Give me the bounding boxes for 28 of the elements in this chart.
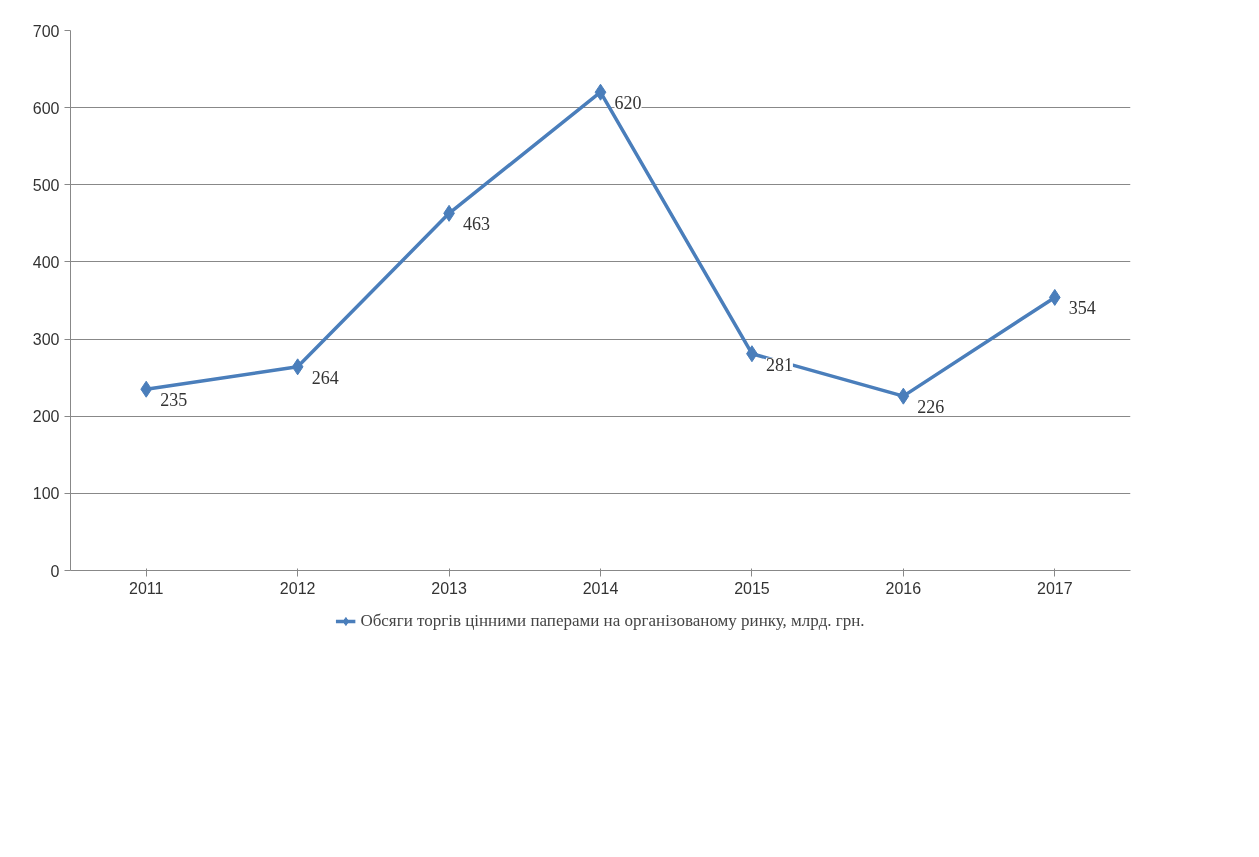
point — [1048, 288, 1061, 306]
x-tick-label: 2011 — [129, 579, 164, 597]
y-tick-label: 100 — [32, 485, 60, 503]
legend-label: Обсяги торгів цінними паперами на організованому ринку, млрд. грн. — [360, 611, 865, 631]
point — [594, 83, 607, 101]
x-tick-label: 2016 — [885, 579, 922, 597]
x-tick-label: 2014 — [582, 579, 619, 597]
point — [140, 380, 153, 398]
point — [291, 358, 304, 376]
data-label: 281 — [765, 354, 793, 375]
y-tick-label: 200 — [32, 408, 60, 426]
y-tick-label: 300 — [32, 331, 60, 349]
y-tick-label: 0 — [50, 562, 60, 580]
x-tick-label: 2015 — [734, 579, 770, 597]
y-tick-label: 700 — [32, 22, 60, 40]
y-tick-label: 400 — [32, 253, 60, 271]
y-tick-label: 600 — [32, 99, 60, 117]
data-label: 463 — [463, 214, 491, 235]
data-label: 226 — [917, 397, 945, 418]
data-label: 264 — [311, 367, 339, 388]
data-label: 620 — [614, 93, 642, 114]
x-tick-label: 2013 — [431, 579, 467, 597]
x-tick-label: 2017 — [1036, 579, 1073, 597]
data-label: 354 — [1068, 298, 1096, 319]
data-label: 235 — [160, 390, 188, 411]
point — [897, 387, 910, 405]
x-tick-label: 2012 — [279, 579, 316, 597]
y-tick-label: 500 — [32, 176, 60, 194]
